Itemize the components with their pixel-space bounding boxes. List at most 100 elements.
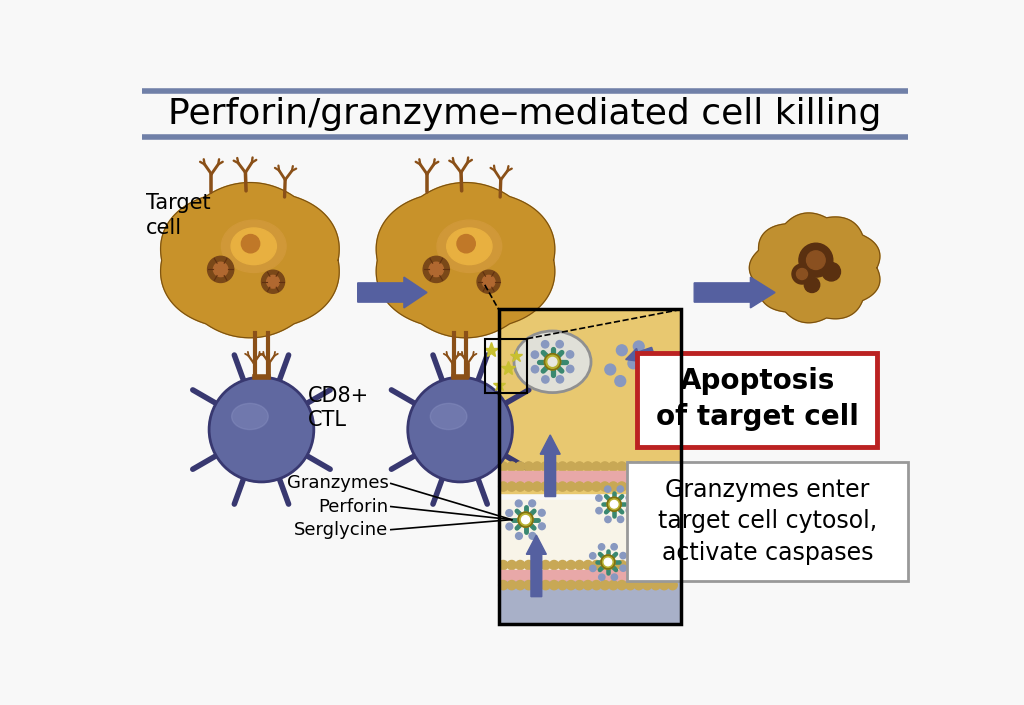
Circle shape xyxy=(620,553,627,559)
Circle shape xyxy=(599,574,605,580)
Circle shape xyxy=(574,560,584,570)
Circle shape xyxy=(507,580,516,589)
Circle shape xyxy=(524,462,534,471)
Circle shape xyxy=(604,486,611,492)
Circle shape xyxy=(592,560,601,570)
Circle shape xyxy=(620,565,627,571)
Circle shape xyxy=(529,532,536,539)
Circle shape xyxy=(626,560,635,570)
Circle shape xyxy=(608,580,617,589)
Circle shape xyxy=(600,580,609,589)
Text: Granzymes: Granzymes xyxy=(287,474,388,493)
Circle shape xyxy=(614,376,626,386)
Circle shape xyxy=(617,516,624,522)
Bar xyxy=(499,501,681,577)
Circle shape xyxy=(515,482,525,491)
Circle shape xyxy=(477,270,500,293)
Circle shape xyxy=(600,560,609,570)
Circle shape xyxy=(792,264,812,284)
Circle shape xyxy=(634,482,643,491)
Circle shape xyxy=(617,560,627,570)
Circle shape xyxy=(668,462,677,471)
Circle shape xyxy=(261,270,285,293)
Circle shape xyxy=(574,482,584,491)
Circle shape xyxy=(651,482,660,491)
Circle shape xyxy=(542,376,549,383)
Circle shape xyxy=(626,495,633,501)
Circle shape xyxy=(600,462,609,471)
Circle shape xyxy=(408,377,512,482)
Circle shape xyxy=(208,257,233,283)
Circle shape xyxy=(592,462,601,471)
Circle shape xyxy=(626,462,635,471)
Circle shape xyxy=(584,482,593,491)
FancyArrow shape xyxy=(694,277,775,308)
Circle shape xyxy=(596,508,602,514)
Circle shape xyxy=(668,580,677,589)
Circle shape xyxy=(532,482,542,491)
Circle shape xyxy=(574,462,584,471)
Circle shape xyxy=(499,560,508,570)
Circle shape xyxy=(590,553,596,559)
Polygon shape xyxy=(376,183,555,338)
Circle shape xyxy=(556,376,563,383)
Circle shape xyxy=(548,357,557,366)
Circle shape xyxy=(659,560,669,570)
Circle shape xyxy=(608,560,617,570)
Circle shape xyxy=(515,462,525,471)
Circle shape xyxy=(608,462,617,471)
Circle shape xyxy=(651,560,660,570)
Circle shape xyxy=(584,580,593,589)
Circle shape xyxy=(556,341,563,348)
Circle shape xyxy=(558,580,567,589)
Circle shape xyxy=(558,482,567,491)
Circle shape xyxy=(507,560,516,570)
Circle shape xyxy=(499,580,508,589)
FancyArrow shape xyxy=(526,535,547,596)
Circle shape xyxy=(242,235,260,253)
Ellipse shape xyxy=(231,403,268,429)
Circle shape xyxy=(804,277,819,293)
Circle shape xyxy=(542,341,549,348)
Circle shape xyxy=(507,482,516,491)
Circle shape xyxy=(616,345,628,355)
Circle shape xyxy=(822,262,841,281)
Circle shape xyxy=(457,235,475,253)
Circle shape xyxy=(524,560,534,570)
Bar xyxy=(628,462,908,581)
Circle shape xyxy=(659,482,669,491)
Circle shape xyxy=(659,462,669,471)
Circle shape xyxy=(634,580,643,589)
Circle shape xyxy=(532,560,542,570)
Circle shape xyxy=(607,497,622,511)
Ellipse shape xyxy=(231,228,276,264)
FancyArrow shape xyxy=(626,348,653,362)
Bar xyxy=(484,338,527,393)
Circle shape xyxy=(807,251,825,269)
Circle shape xyxy=(626,508,633,513)
Circle shape xyxy=(566,482,575,491)
Circle shape xyxy=(545,354,560,370)
Circle shape xyxy=(626,482,635,491)
Circle shape xyxy=(209,377,313,482)
Circle shape xyxy=(610,501,617,508)
Circle shape xyxy=(518,513,534,527)
Ellipse shape xyxy=(221,220,286,272)
Circle shape xyxy=(617,462,627,471)
Polygon shape xyxy=(750,213,880,323)
Text: Perforin: Perforin xyxy=(318,498,388,515)
Circle shape xyxy=(668,482,677,491)
Circle shape xyxy=(521,515,529,524)
Bar xyxy=(499,577,681,624)
Ellipse shape xyxy=(446,228,492,264)
Circle shape xyxy=(541,482,550,491)
Ellipse shape xyxy=(437,220,502,272)
Bar xyxy=(499,309,681,493)
Polygon shape xyxy=(161,183,339,338)
Circle shape xyxy=(532,462,542,471)
Circle shape xyxy=(558,560,567,570)
Circle shape xyxy=(524,580,534,589)
Circle shape xyxy=(592,580,601,589)
Circle shape xyxy=(617,486,624,492)
Circle shape xyxy=(515,580,525,589)
